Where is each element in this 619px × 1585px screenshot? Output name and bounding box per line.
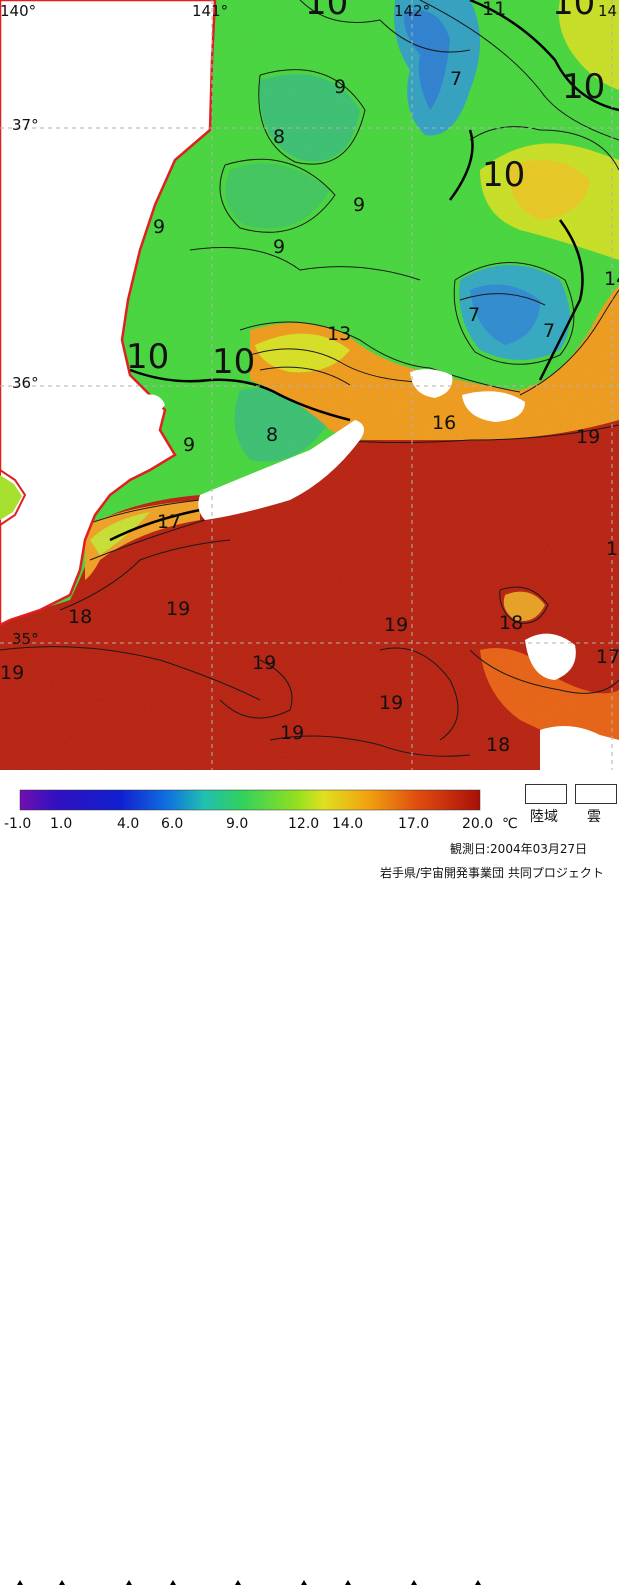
- colorbar-tick: [59, 1580, 65, 1585]
- isotherm-label: 9: [183, 434, 196, 456]
- isotherm-label: 19: [606, 538, 619, 560]
- observation-date: 観測日:2004年03月27日: [450, 842, 588, 856]
- colorbar-tick: [170, 1580, 176, 1585]
- cloud-key-label: 雲: [587, 809, 601, 825]
- cloud: [540, 726, 619, 770]
- isotherm-lines-bold: [109, 0, 619, 542]
- colorbar-tick-label: -1.0: [4, 816, 32, 832]
- colorbar-tick: [301, 1580, 307, 1585]
- isotherm-label: 11: [482, 0, 507, 20]
- cloud: [145, 394, 165, 412]
- isotherm-label: 9: [334, 76, 347, 98]
- lon-label: 142°: [394, 2, 431, 20]
- colorbar-tick: [345, 1580, 351, 1585]
- colorbar-tick: [475, 1580, 481, 1585]
- credit-line: 岩手県/宇宙開発事業団 共同プロジェクト: [380, 866, 604, 880]
- isotherm-label: 13: [327, 323, 352, 345]
- colorbar-tick-label: 9.0: [226, 816, 249, 832]
- lat-label: 37°: [12, 116, 39, 134]
- lat-label: 35°: [12, 630, 39, 648]
- isotherm-label: 19: [379, 692, 404, 714]
- isotherm-label: 19: [0, 662, 25, 684]
- isotherm-label: 7: [450, 68, 463, 90]
- isotherm-label: 9: [153, 216, 166, 238]
- isotherm-label: 18: [486, 734, 511, 756]
- isotherm-label: 19: [280, 722, 305, 744]
- colorbar-tick-label: 12.0: [288, 816, 320, 832]
- colorbar-tick: [235, 1580, 241, 1585]
- cloud: [525, 633, 576, 680]
- isotherm-label: 19: [384, 614, 409, 636]
- colorbar-tick-label: 6.0: [161, 816, 184, 832]
- isotherm-label: 17: [596, 646, 619, 668]
- colorbar: [19, 789, 481, 811]
- isotherm-label: 10: [126, 337, 170, 377]
- cloud: [198, 420, 364, 520]
- isotherm-label: 14: [604, 268, 619, 290]
- cloud: [462, 391, 525, 422]
- colorbar-tick-label: 4.0: [117, 816, 140, 832]
- isotherm-label: 10: [212, 342, 256, 382]
- isotherm-label: 17: [157, 511, 182, 533]
- colorbar-tick-label: 1.0: [50, 816, 73, 832]
- colorbar-unit: ℃: [502, 816, 518, 832]
- cloud-key-box: [575, 784, 617, 804]
- lon-label: 140°: [0, 2, 37, 20]
- isotherm-label: 18: [499, 612, 524, 634]
- isotherm-lines: [0, 0, 619, 757]
- isotherm-label: 18: [68, 606, 93, 628]
- land-honshu: [0, 0, 217, 627]
- cloud: [410, 369, 453, 398]
- lon-label: 14: [598, 2, 618, 20]
- sst-map: 140° 141° 142° 14 37° 36° 35° 10 11 10 1…: [0, 0, 619, 770]
- isotherm-label: 19: [252, 652, 277, 674]
- land-green-fill: [0, 475, 22, 520]
- colorbar-tick-label: 20.0: [462, 816, 494, 832]
- isotherm-label: 8: [273, 126, 286, 148]
- isotherm-label: 19: [576, 426, 601, 448]
- land-key-box: [525, 784, 567, 804]
- lon-label: 141°: [192, 2, 229, 20]
- isotherm-label: 10: [305, 0, 349, 23]
- isotherm-label: 10: [552, 0, 596, 23]
- isotherm-label: 8: [266, 424, 279, 446]
- isotherm-label: 9: [353, 194, 366, 216]
- land-key-label: 陸域: [530, 809, 558, 825]
- colorbar-tick: [411, 1580, 417, 1585]
- isotherm-label: 19: [166, 598, 191, 620]
- lat-label: 36°: [12, 374, 39, 392]
- sst-map-canvas: [0, 0, 619, 770]
- isotherm-label: 16: [432, 412, 457, 434]
- colorbar-tick-label: 17.0: [398, 816, 430, 832]
- colorbar-tick: [17, 1580, 23, 1585]
- isotherm-label: 10: [562, 67, 606, 107]
- isotherm-label: 10: [482, 155, 526, 195]
- isotherm-label: 7: [543, 320, 556, 342]
- legend-area: [0, 770, 619, 1585]
- graticule: [0, 0, 619, 770]
- colorbar-tick: [126, 1580, 132, 1585]
- isotherm-label: 7: [468, 304, 481, 326]
- isotherm-label: 9: [273, 236, 286, 258]
- colorbar-tick-label: 14.0: [332, 816, 364, 832]
